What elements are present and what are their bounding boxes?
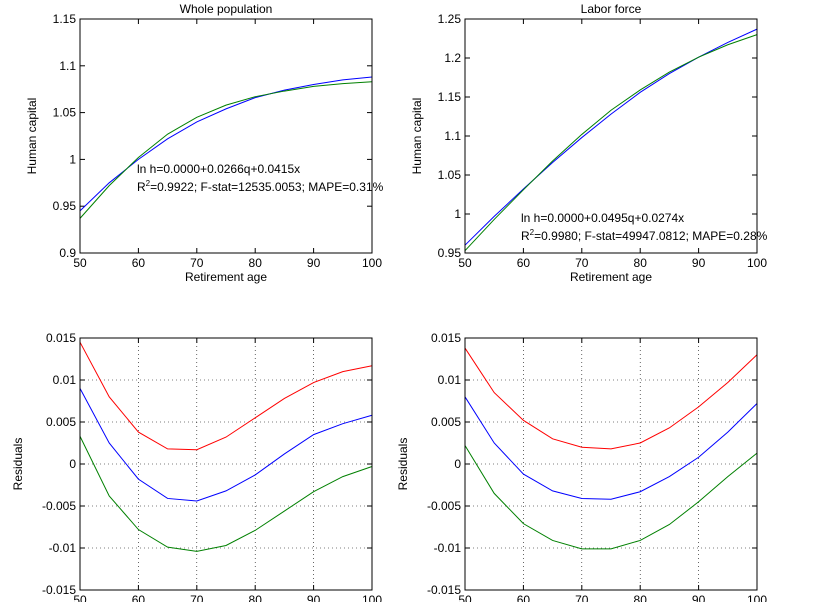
annotation-superscript: 2 — [146, 179, 151, 188]
y-tick-label: -0.005 — [427, 499, 461, 513]
annotation: R2=0.9980; F-stat=49947.0812; MAPE=0.28% — [521, 228, 768, 243]
x-tick-label: 70 — [575, 256, 589, 270]
x-tick-label: 80 — [249, 593, 263, 602]
subplot: 50 60 70 80 90 100 0.95 1 1.05 1.1 1.15 1.2 1.25 Labo… — [410, 2, 768, 284]
x-tick-label: 60 — [132, 593, 146, 602]
y-tick-label: 0.95 — [53, 199, 77, 213]
line-series — [79, 81, 373, 219]
x-tick-label: 60 — [132, 256, 146, 270]
y-tick-label: 0.015 — [431, 331, 461, 345]
y-tick-label: -0.01 — [49, 541, 77, 555]
y-tick-label: 1.1 — [444, 129, 461, 143]
x-tick-label: 100 — [747, 256, 767, 270]
subplot: 50 60 70 80 90 100 -0.015 -0.01 -0.005 0 0.005 0.01… — [396, 331, 767, 602]
x-tick-label: 50 — [73, 593, 87, 602]
line-series — [464, 396, 758, 500]
axes-frame — [79, 18, 373, 254]
y-tick-label: 1.05 — [438, 168, 462, 182]
subplot-title: Whole population — [180, 2, 273, 16]
y-tick-label: 1.25 — [438, 12, 462, 26]
x-tick-label: 90 — [692, 593, 706, 602]
y-tick-label: -0.015 — [427, 583, 461, 597]
y-axis-label: Residuals — [396, 438, 410, 491]
x-tick-label: 50 — [458, 593, 472, 602]
x-tick-label: 90 — [307, 256, 321, 270]
axes-frame — [464, 337, 758, 591]
line-series — [79, 388, 373, 502]
subplot-title: Labor force — [581, 2, 642, 16]
y-tick-label: 0.01 — [438, 373, 462, 387]
line-series — [464, 347, 758, 450]
y-tick-label: 0.95 — [438, 246, 462, 260]
x-tick-label: 80 — [634, 593, 648, 602]
x-axis-label: Retirement age — [185, 270, 267, 284]
x-axis-label: Retirement age — [570, 270, 652, 284]
subplot: 50 60 70 80 90 100 -0.015 -0.01 -0.005 0 0.005 0.01… — [11, 331, 382, 602]
x-tick-label: 100 — [362, 256, 382, 270]
y-tick-label: 0.005 — [431, 415, 461, 429]
annotation-superscript: 2 — [530, 228, 535, 237]
y-tick-label: 1.1 — [59, 59, 76, 73]
x-tick-label: 70 — [575, 593, 589, 602]
line-series — [464, 445, 758, 550]
line-series — [79, 436, 373, 552]
x-tick-label: 100 — [747, 593, 767, 602]
y-tick-label: 1.2 — [444, 51, 461, 65]
x-tick-label: 80 — [249, 256, 263, 270]
y-tick-label: -0.005 — [42, 499, 76, 513]
y-tick-label: 1.15 — [438, 90, 462, 104]
x-tick-label: 60 — [517, 256, 531, 270]
y-tick-label: 1 — [454, 207, 461, 221]
y-tick-label: 0.01 — [53, 373, 77, 387]
y-tick-label: 0.005 — [46, 415, 76, 429]
y-tick-label: 0 — [69, 457, 76, 471]
x-tick-label: 70 — [190, 256, 204, 270]
annotation: ln h=0.0000+0.0266q+0.0415x — [137, 162, 300, 176]
line-series — [464, 28, 758, 246]
annotation: ln h=0.0000+0.0495q+0.0274x — [521, 211, 684, 225]
y-tick-label: 1.05 — [53, 106, 77, 120]
y-axis-label: Human capital — [25, 98, 39, 175]
y-axis-label: Residuals — [11, 438, 25, 491]
annotation-part: R — [137, 180, 146, 194]
plot-area — [80, 19, 372, 253]
axes-frame — [79, 337, 373, 591]
x-tick-label: 50 — [458, 256, 472, 270]
line-series — [79, 341, 373, 451]
x-tick-label: 100 — [362, 593, 382, 602]
plot-area — [465, 19, 757, 253]
annotation: R2=0.9922; F-stat=12535.0053; MAPE=0.31% — [137, 179, 384, 194]
y-tick-label: -0.015 — [42, 583, 76, 597]
x-tick-label: 60 — [517, 593, 531, 602]
y-tick-label: 1 — [69, 152, 76, 166]
y-tick-label: 0.015 — [46, 331, 76, 345]
axes-frame — [464, 18, 758, 254]
x-tick-label: 80 — [634, 256, 648, 270]
x-tick-label: 90 — [692, 256, 706, 270]
annotation-part: =0.9980; F-stat=49947.0812; MAPE=0.28% — [534, 229, 767, 243]
x-tick-label: 90 — [307, 593, 321, 602]
x-tick-label: 70 — [190, 593, 204, 602]
y-tick-label: 0 — [454, 457, 461, 471]
y-tick-label: 0.9 — [59, 246, 76, 260]
annotation-part: R — [521, 229, 530, 243]
annotation-part: =0.9922; F-stat=12535.0053; MAPE=0.31% — [150, 180, 383, 194]
x-tick-label: 50 — [73, 256, 87, 270]
y-tick-label: -0.01 — [434, 541, 462, 555]
line-series — [464, 34, 758, 252]
subplot: 50 60 70 80 90 100 0.9 0.95 1 1.05 1.1 1.15 Whole po… — [25, 2, 384, 284]
y-axis-label: Human capital — [410, 98, 424, 175]
y-tick-label: 1.15 — [53, 12, 77, 26]
